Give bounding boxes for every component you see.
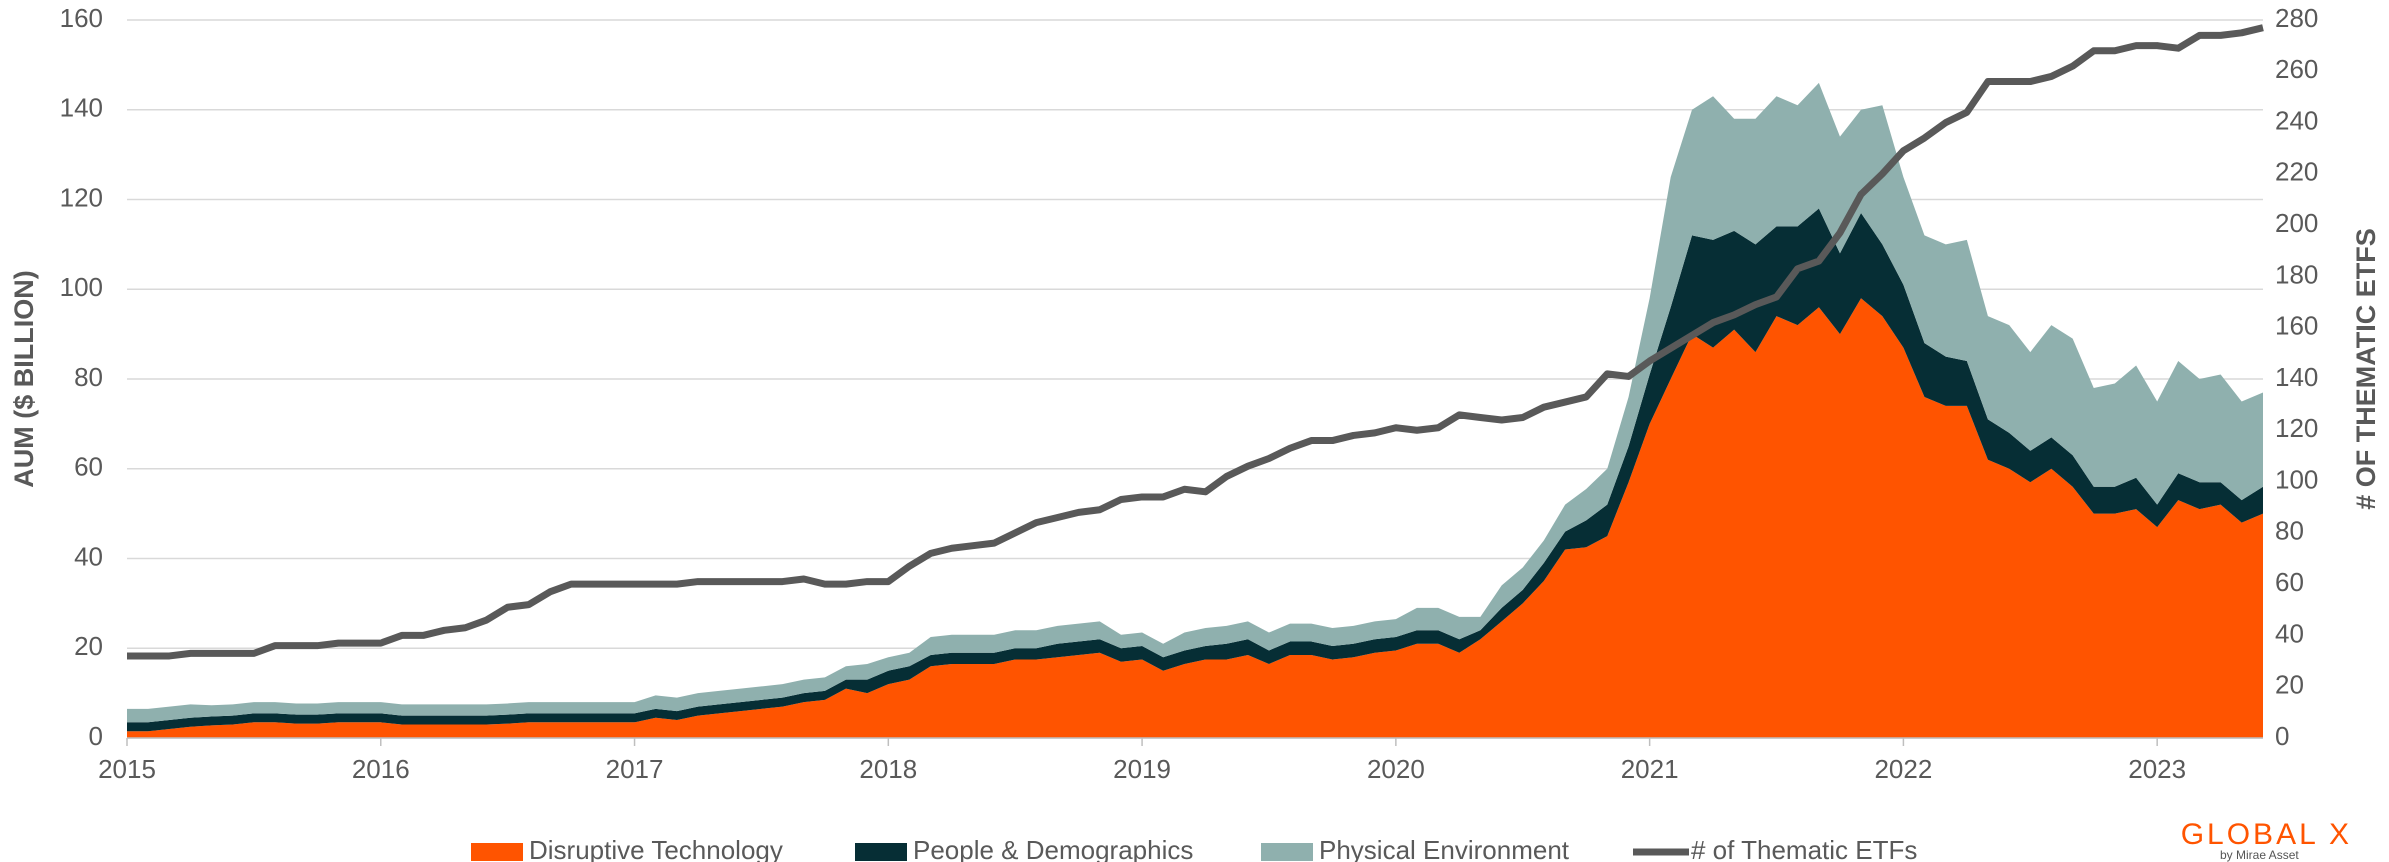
x-tick-label: 2015 (98, 754, 156, 784)
legend-label: # of Thematic ETFs (1691, 835, 1917, 862)
legend-swatch (471, 843, 523, 861)
y-tick-label: 60 (74, 452, 103, 482)
y-tick-label: 40 (74, 541, 103, 571)
y-tick-label: 140 (60, 93, 103, 123)
y2-tick-label: 160 (2275, 311, 2318, 341)
y-tick-label: 100 (60, 272, 103, 302)
y2-tick-label: 200 (2275, 208, 2318, 238)
line (127, 24, 2264, 660)
legend-label: Physical Environment (1319, 835, 1570, 862)
y2-tick-label: 0 (2275, 721, 2289, 751)
y-axis-label: AUM ($ BILLION) (9, 270, 39, 487)
y-tick-label: 20 (74, 631, 103, 661)
x-tick-label: 2016 (352, 754, 410, 784)
y2-tick-label: 20 (2275, 670, 2304, 700)
brand-sub: by Mirae Asset (2220, 848, 2299, 862)
y-tick-label: 0 (89, 721, 103, 751)
x-tick-label: 2021 (1621, 754, 1679, 784)
x-tick-label: 2022 (1874, 754, 1932, 784)
legend-swatch (1261, 843, 1313, 861)
y2-tick-label: 140 (2275, 362, 2318, 392)
x-tick-label: 2023 (2128, 754, 2186, 784)
y2-tick-label: 60 (2275, 567, 2304, 597)
x-tick-label: 2020 (1367, 754, 1425, 784)
y2-tick-label: 100 (2275, 464, 2318, 494)
y2-tick-label: 240 (2275, 105, 2318, 135)
area (127, 298, 2263, 738)
y-tick-label: 80 (74, 362, 103, 392)
y-tick-label: 120 (60, 182, 103, 212)
y2-tick-label: 260 (2275, 54, 2318, 84)
legend-swatch (855, 843, 907, 861)
brand: GLOBAL X (2181, 818, 2352, 851)
y2-tick-label: 220 (2275, 157, 2318, 187)
x-tick-label: 2018 (859, 754, 917, 784)
y-tick-label: 160 (60, 3, 103, 33)
y2-tick-label: 280 (2275, 3, 2318, 33)
y2-tick-label: 80 (2275, 516, 2304, 546)
y2-tick-label: 180 (2275, 259, 2318, 289)
y2-tick-label: 120 (2275, 413, 2318, 443)
x-tick-label: 2019 (1113, 754, 1171, 784)
y2-axis-label: # OF THEMATIC ETFS (2351, 228, 2381, 510)
legend-label: People & Demographics (913, 835, 1193, 862)
legend-label: Disruptive Technology (529, 835, 783, 862)
y2-tick-label: 40 (2275, 618, 2304, 648)
x-tick-label: 2017 (606, 754, 664, 784)
